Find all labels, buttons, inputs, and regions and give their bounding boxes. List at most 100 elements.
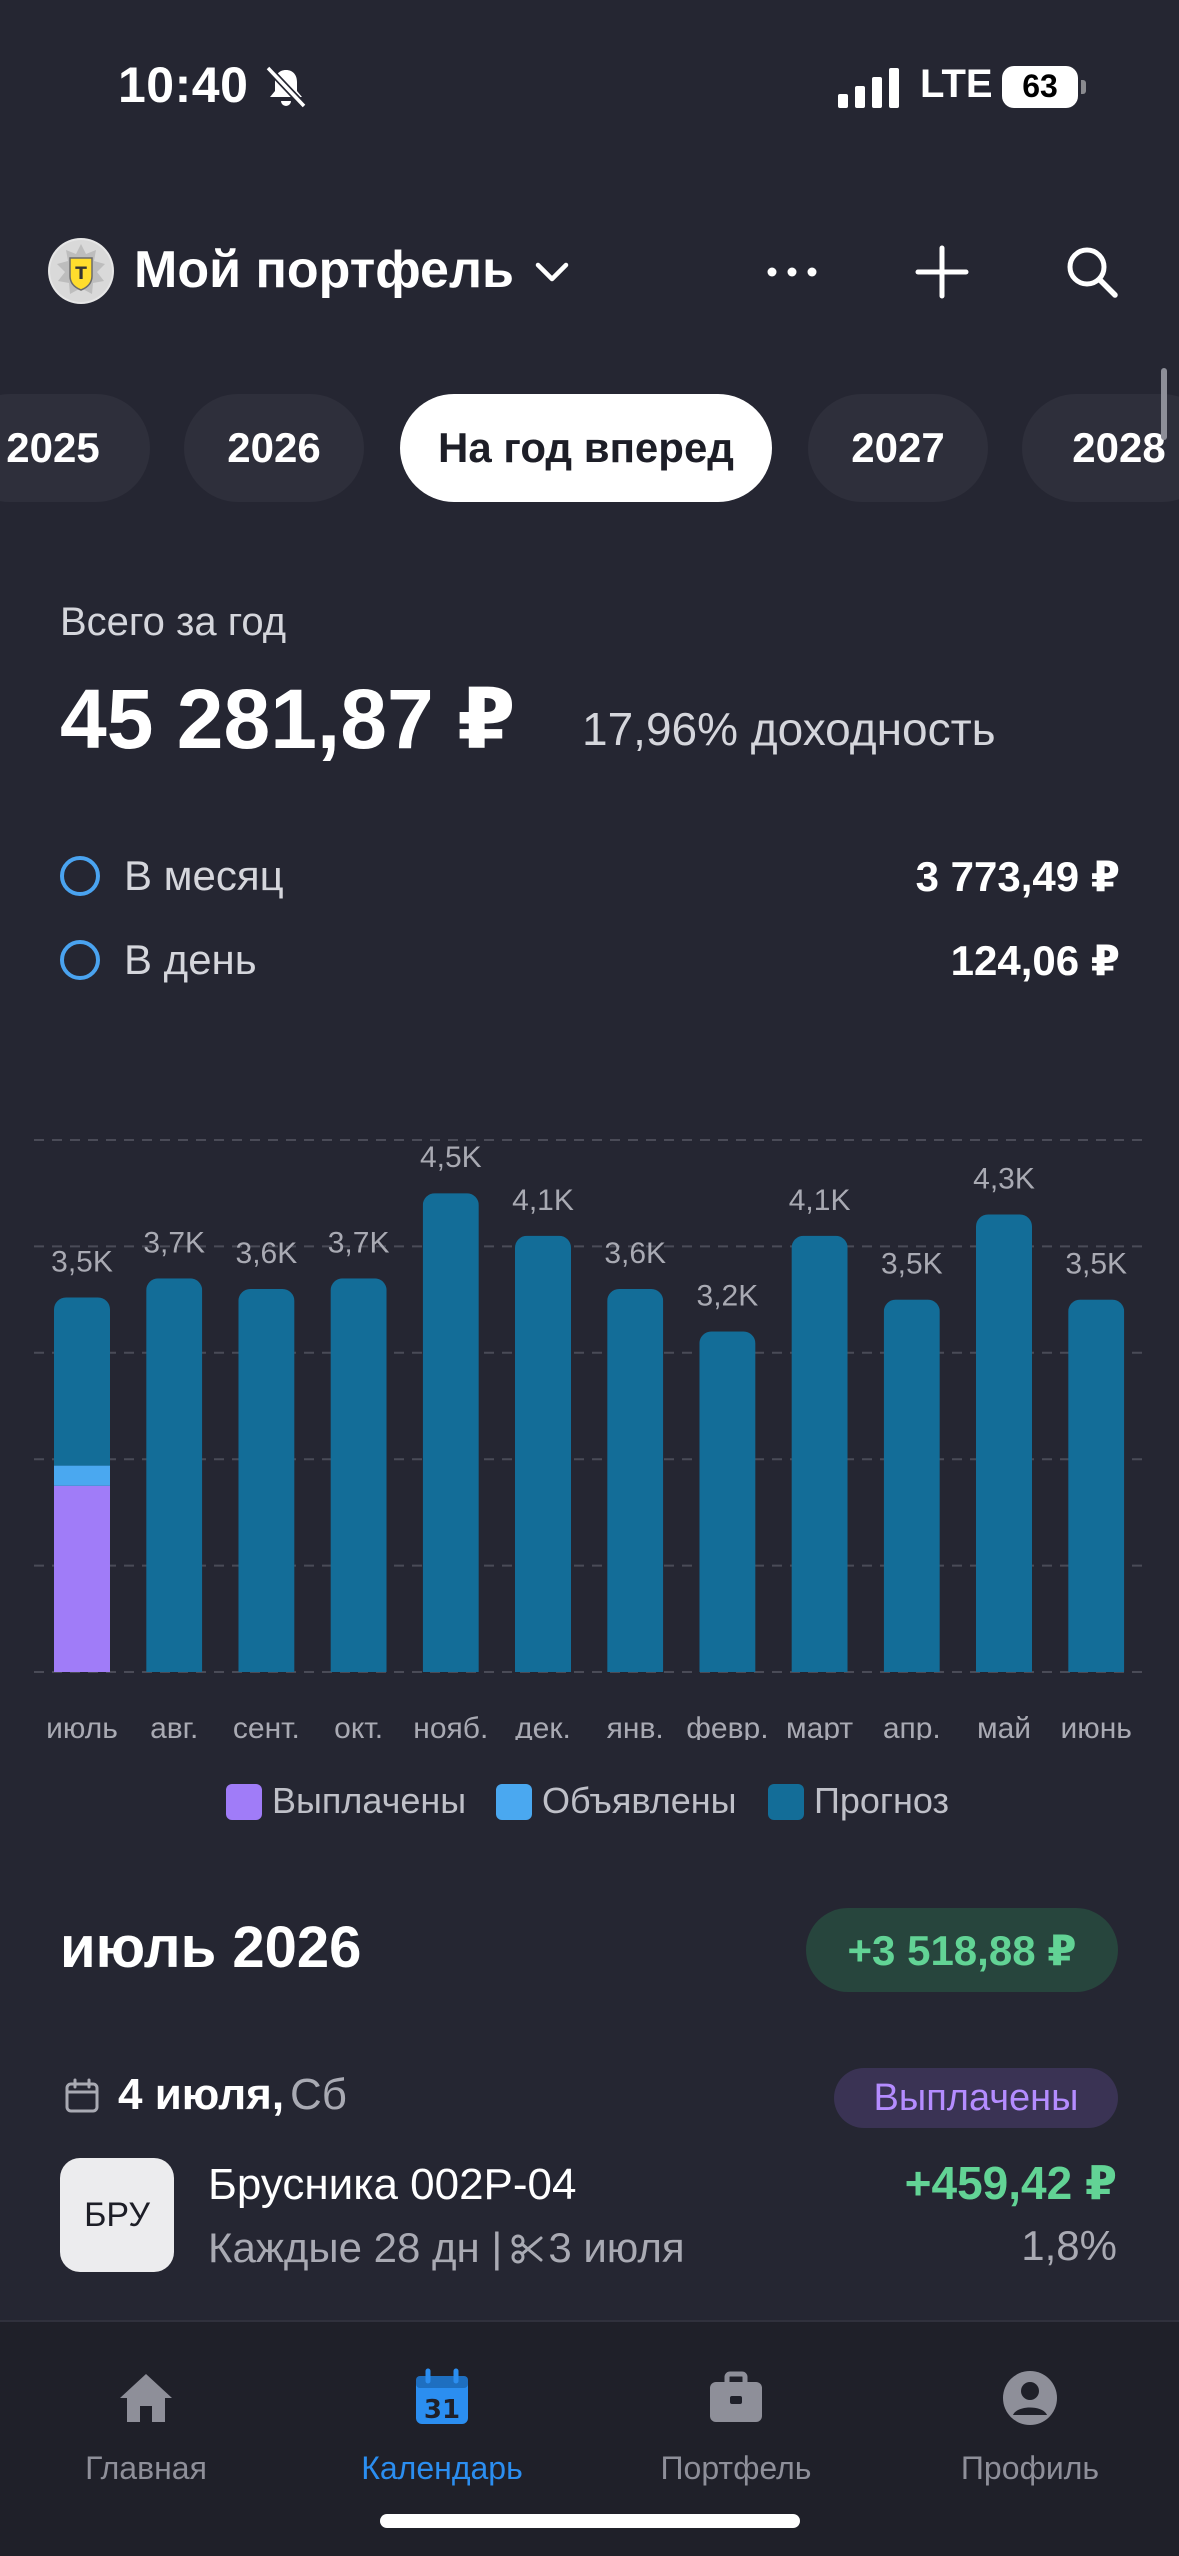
- chart-value-label: 3,5K: [1065, 1248, 1127, 1281]
- status-badge: Выплачены: [834, 2068, 1118, 2128]
- chart-category-label: апр.: [883, 1712, 941, 1740]
- scroll-indicator: [1161, 368, 1167, 440]
- chart-bar-forecast: [330, 1278, 387, 1672]
- chart-category-label: июль: [46, 1712, 118, 1740]
- monthly-ring-icon: [60, 856, 100, 896]
- chart-bar-forecast: [238, 1288, 295, 1672]
- chart-value-label: 3,5K: [51, 1245, 113, 1278]
- signal-icon: [838, 68, 899, 108]
- status-bar: 10:40 LTE 63: [0, 0, 1179, 170]
- payment-weekday: Сб: [290, 2070, 347, 2119]
- daily-value: 124,06 ₽: [950, 937, 1120, 984]
- chart-bar-forecast: [146, 1278, 203, 1672]
- status-time: 10:40: [118, 57, 249, 113]
- chart-category-label: май: [977, 1712, 1031, 1740]
- chart-category-label: окт.: [334, 1712, 383, 1740]
- payment-yield: 1,8%: [1021, 2222, 1117, 2269]
- chart-category-label: март: [786, 1712, 853, 1740]
- chart-value-label: 4,3K: [973, 1162, 1035, 1195]
- battery-icon: 63: [1002, 66, 1086, 108]
- calendar-icon-day: 31: [424, 2395, 460, 2425]
- chart-value-label: 4,5K: [420, 1141, 482, 1174]
- more-icon[interactable]: [762, 250, 822, 294]
- period-tabs: 2025 2026 На год вперед 2027 2028: [0, 394, 1179, 504]
- chart-category-label: февр.: [686, 1712, 768, 1740]
- chart-value-label: 4,1K: [512, 1184, 574, 1217]
- month-title: июль 2026: [60, 1915, 362, 1980]
- chart-bar-forecast: [976, 1214, 1032, 1672]
- chart-value-label: 3,6K: [604, 1237, 666, 1270]
- chart-category-label: дек.: [515, 1712, 571, 1740]
- monthly-value: 3 773,49 ₽: [915, 853, 1120, 900]
- tab-2027[interactable]: 2027: [808, 394, 988, 502]
- bond-name[interactable]: Брусника 002Р-04: [208, 2160, 577, 2209]
- home-indicator: [380, 2514, 800, 2528]
- chart-bar-forecast: [883, 1299, 940, 1672]
- total-yield: 17,96% доходность: [582, 703, 996, 755]
- calendar-icon: 31: [416, 2368, 468, 2425]
- chart-bar-forecast: [1068, 1299, 1125, 1672]
- chart-bar-announced: [54, 1465, 110, 1486]
- total-value: 45 281,87 ₽: [60, 672, 516, 766]
- plus-icon[interactable]: [914, 244, 970, 300]
- home-icon: [120, 2374, 172, 2422]
- chart-value-label: 3,7K: [143, 1226, 205, 1259]
- broker-logo: Т: [48, 238, 114, 304]
- calendar-icon: [65, 2078, 99, 2113]
- daily-label: В день: [124, 936, 257, 983]
- chart-bar-forecast: [422, 1193, 479, 1672]
- nav-home[interactable]: Главная: [36, 2354, 256, 2504]
- legend-forecast-label: Прогноз: [814, 1780, 950, 1821]
- tab-2028[interactable]: 2028: [1022, 394, 1179, 502]
- chart-category-label: авг.: [150, 1712, 198, 1740]
- chart-value-label: 3,2K: [697, 1280, 759, 1313]
- chart-value-label: 4,1K: [789, 1184, 851, 1217]
- payment-date: 4 июля,: [118, 2070, 285, 2119]
- chart-category-label: янв.: [607, 1712, 664, 1740]
- total-label: Всего за год: [60, 600, 287, 644]
- nav-profile[interactable]: Профиль: [920, 2354, 1140, 2504]
- legend-announced-swatch: [496, 1784, 532, 1820]
- nav-profile-label: Профиль: [960, 2450, 1100, 2486]
- daily-ring-icon: [60, 940, 100, 980]
- bell-muted-icon: [265, 65, 307, 109]
- legend-forecast-swatch: [768, 1784, 804, 1820]
- legend-paid-label: Выплачены: [272, 1780, 467, 1821]
- portfolio-title[interactable]: Мой портфель: [134, 241, 514, 299]
- network-type: LTE: [920, 62, 993, 106]
- chart-value-label: 3,5K: [881, 1248, 943, 1281]
- nav-home-label: Главная: [85, 2450, 207, 2486]
- nav-portfolio[interactable]: Портфель: [626, 2354, 846, 2504]
- header: Т Мой портфель: [0, 220, 1179, 320]
- monthly-label: В месяц: [124, 852, 284, 899]
- bond-record-date: 3 июля: [548, 2224, 685, 2271]
- scissors-icon: [511, 2234, 543, 2264]
- nav-portfolio-label: Портфель: [660, 2450, 812, 2486]
- payment-amount: +459,42 ₽: [904, 2157, 1117, 2209]
- chart-bar-forecast: [54, 1297, 110, 1466]
- nav-calendar[interactable]: 31 Календарь: [332, 2354, 552, 2504]
- chart-bar-forecast: [607, 1288, 664, 1672]
- legend-paid-swatch: [226, 1784, 262, 1820]
- search-icon[interactable]: [1064, 244, 1120, 300]
- nav-calendar-label: Календарь: [361, 2450, 523, 2486]
- chart-value-label: 3,6K: [236, 1237, 298, 1270]
- payments-chart: 3,5K июль 3,7K авг. 3,6K сент. 3,7K окт. 4,5K ноя…: [0, 1100, 1179, 1740]
- bond-ticker-avatar[interactable]: БРУ: [60, 2158, 174, 2272]
- tab-2026[interactable]: 2026: [184, 394, 364, 502]
- chart-value-label: 3,7K: [328, 1226, 390, 1259]
- tab-2025[interactable]: 2025: [0, 394, 150, 502]
- profile-icon: [1003, 2371, 1057, 2425]
- legend-announced-label: Объявлены: [542, 1780, 737, 1821]
- chart-legend: Выплачены Объявлены Прогноз: [0, 1776, 1179, 1826]
- tab-year-ahead[interactable]: На год вперед: [400, 394, 772, 502]
- chart-bar-forecast: [515, 1235, 571, 1672]
- chevron-down-icon[interactable]: [530, 250, 574, 294]
- chart-bar-forecast: [699, 1331, 756, 1672]
- chart-category-label: июнь: [1060, 1712, 1131, 1740]
- bond-schedule: Каждые 28 дн | 3 июля: [208, 2224, 685, 2272]
- chart-bar-paid: [54, 1485, 110, 1672]
- battery-level: 63: [1022, 68, 1058, 104]
- daily-row: В день 124,06 ₽: [60, 930, 1120, 990]
- chart-category-label: нояб.: [413, 1712, 488, 1740]
